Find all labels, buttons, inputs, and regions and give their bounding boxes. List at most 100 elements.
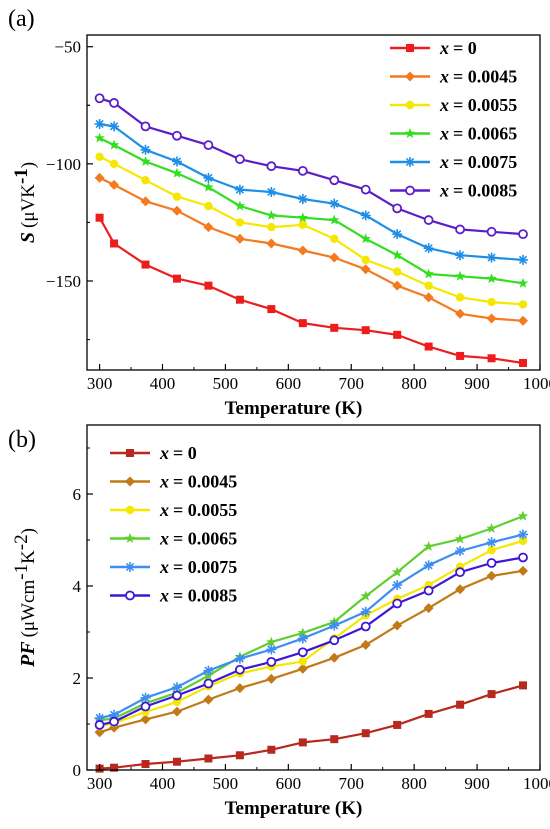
data-point: [298, 319, 307, 328]
data-point: [424, 342, 433, 351]
series-0: [95, 213, 528, 367]
legend-label: x = 0.0075: [159, 557, 237, 577]
data-point: [234, 653, 245, 664]
data-point: [424, 281, 433, 290]
legend-var: x: [159, 529, 169, 549]
data-point: [518, 229, 528, 240]
x-tick-label: 900: [464, 774, 490, 793]
data-point: [486, 273, 497, 284]
panel-label: (b): [8, 427, 36, 453]
data-point: [330, 735, 339, 744]
data-point: [140, 196, 151, 207]
data-point: [267, 745, 276, 754]
data-point: [487, 354, 496, 363]
legend-var: x: [159, 557, 169, 577]
data-point: [203, 181, 214, 192]
legend-swatch-marker: [405, 71, 415, 82]
x-tick-label: 800: [401, 774, 427, 793]
legend-var: x: [159, 443, 169, 463]
data-point: [518, 529, 529, 540]
data-point: [171, 706, 182, 717]
data-point: [109, 709, 120, 720]
legend-value: = 0.0085: [173, 586, 237, 606]
data-point: [297, 212, 309, 223]
x-tick-label: 600: [276, 774, 302, 793]
data-point: [455, 567, 465, 578]
x-tick-label: 900: [464, 374, 490, 393]
legend-item: x = 0.0065: [390, 124, 517, 144]
legend-value: = 0: [173, 443, 197, 463]
legend-value: = 0.0045: [453, 67, 517, 87]
series-1: [94, 172, 529, 326]
legend-var: x: [439, 181, 449, 201]
series-line: [99, 556, 524, 726]
x-tick-label: 800: [401, 374, 427, 393]
data-point: [518, 565, 529, 576]
data-point: [172, 690, 182, 701]
data-point: [266, 238, 277, 249]
legend-value: = 0.0075: [453, 152, 517, 172]
data-point: [234, 233, 245, 244]
data-point: [329, 652, 340, 663]
data-point: [203, 222, 214, 233]
legend-swatch-marker: [405, 100, 415, 110]
data-point: [360, 210, 371, 221]
data-point: [392, 203, 403, 214]
data-point: [423, 243, 434, 254]
data-point: [423, 292, 434, 303]
data-point: [392, 280, 403, 291]
data-point: [109, 121, 120, 132]
data-point: [455, 546, 466, 557]
legend-swatch-marker: [125, 476, 135, 487]
data-point: [235, 218, 245, 227]
y-tick-label: −100: [46, 155, 81, 174]
data-point: [329, 252, 340, 263]
legend-swatch-marker: [125, 562, 135, 572]
data-point: [393, 720, 402, 729]
data-point: [455, 293, 465, 302]
data-point: [518, 254, 529, 265]
data-point: [266, 161, 277, 172]
data-point: [297, 165, 308, 176]
data-point: [392, 229, 403, 240]
legend-var: x: [439, 124, 449, 144]
legend-swatch-marker: [405, 185, 415, 196]
data-point: [454, 533, 466, 544]
data-point: [329, 198, 340, 209]
data-point: [456, 351, 465, 360]
x-tick-label: 600: [276, 374, 302, 393]
plot-area: [94, 510, 529, 773]
legend-var: x: [159, 500, 169, 520]
data-point: [423, 603, 434, 614]
series-1: [94, 565, 529, 738]
y-tick-label: 0: [73, 761, 82, 780]
data-point: [455, 584, 466, 595]
series-0: [95, 681, 528, 773]
data-point: [140, 156, 151, 166]
y-tick-label: 6: [73, 485, 82, 504]
legend-value: = 0.0075: [173, 557, 237, 577]
legend-value: = 0.0085: [453, 181, 517, 201]
data-point: [423, 585, 434, 596]
data-point: [360, 184, 371, 195]
data-point: [109, 716, 119, 727]
legend-item: x = 0.0055: [110, 500, 237, 520]
data-point: [486, 523, 497, 533]
legend-value: = 0.0065: [453, 124, 517, 144]
data-point: [297, 663, 308, 674]
y-label-unit: (μWcm: [18, 580, 39, 638]
legend-var: x: [159, 586, 169, 606]
series-5: [94, 552, 528, 730]
data-point: [94, 132, 105, 143]
data-point: [171, 156, 182, 167]
data-point: [423, 268, 434, 279]
legend-value: = 0.0055: [453, 95, 517, 115]
data-point: [94, 727, 105, 738]
y-axis: −50 −100 −150 S (μVK-1): [11, 38, 93, 341]
y-tick-label: −50: [54, 38, 81, 57]
data-point: [487, 545, 496, 555]
legend-var: x: [439, 67, 449, 87]
x-axis: 300 400 500 600 700 800 900 1000 Temperature (K): [87, 364, 550, 419]
data-point: [234, 664, 245, 675]
legend-label: x = 0.0065: [159, 529, 237, 549]
